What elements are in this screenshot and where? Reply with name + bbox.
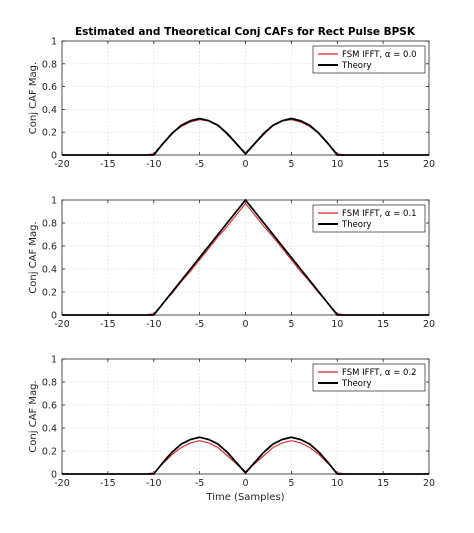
y-tick-label: 1: [51, 196, 57, 207]
series-theory-line: [62, 436, 429, 475]
x-tick-label: -15: [100, 478, 116, 489]
y-tick-label: 0: [51, 151, 57, 162]
y-axis-label: Conj CAF Mag.: [28, 221, 39, 293]
x-tick-label: -15: [100, 159, 116, 170]
x-tick-label: -10: [146, 478, 162, 489]
x-tick-label: 0: [242, 478, 248, 489]
x-tick-label: 5: [288, 319, 294, 330]
x-tick-label: -15: [100, 319, 116, 330]
y-tick-label: 0.8: [42, 219, 57, 230]
legend-entry-label: FSM IFFT, α = 0.1: [342, 209, 417, 219]
y-tick-label: 1: [51, 37, 57, 48]
x-tick-label: 10: [331, 478, 343, 489]
y-tick-label: 0.6: [42, 401, 57, 412]
x-tick-label: 20: [423, 319, 435, 330]
x-tick-label: 20: [423, 478, 435, 489]
series-theory-line: [62, 199, 429, 316]
x-tick-label: -5: [195, 478, 204, 489]
subplot-3: -20 -15 -10 -5 0 5 10 15 20 0 0.2 0.4 0.6 0.8 1 Conj CA…: [28, 355, 435, 504]
subplot-2: -20 -15 -10 -5 0 5 10 15 20 0 0.2 0.4 0.6 0.8 1 Conj CA…: [28, 196, 435, 331]
x-tick-label: 5: [288, 159, 294, 170]
y-tick-label: 0.8: [42, 378, 57, 389]
x-tick-label: -5: [195, 159, 204, 170]
x-axis-label: Time (Samples): [205, 492, 284, 503]
y-tick-label: 0.2: [42, 288, 57, 299]
y-tick-label: 1: [51, 355, 57, 366]
legend-box: [312, 45, 426, 74]
y-tick-label: 0.4: [42, 424, 57, 435]
series-theory-line: [62, 117, 429, 156]
x-tick-label: 0: [242, 159, 248, 170]
y-tick-label: 0.4: [42, 105, 57, 116]
x-tick-label: 15: [377, 319, 389, 330]
x-tick-label: -20: [54, 159, 70, 170]
y-tick-label: 0.6: [42, 242, 57, 253]
figure-title: Estimated and Theoretical Conj CAFs for …: [75, 26, 416, 38]
x-tick-label: 10: [331, 319, 343, 330]
y-tick-label: 0.4: [42, 265, 57, 276]
legend-entry-label: Theory: [341, 220, 372, 230]
y-tick-label: 0.2: [42, 447, 57, 458]
legend-box: [312, 363, 426, 392]
legend-box: [312, 204, 426, 233]
x-tick-label: 20: [423, 159, 435, 170]
y-tick-label: 0.8: [42, 59, 57, 70]
x-tick-label: 5: [288, 478, 294, 489]
y-tick-label: 0: [51, 470, 57, 481]
y-tick-label: 0: [51, 311, 57, 322]
y-tick-label: 0.6: [42, 82, 57, 93]
x-tick-label: -10: [146, 319, 162, 330]
legend-entry-label: FSM IFFT, α = 0.0: [342, 50, 417, 60]
y-axis-label: Conj CAF Mag.: [28, 62, 39, 134]
x-tick-label: -20: [54, 319, 70, 330]
legend-entry-label: Theory: [341, 61, 372, 71]
x-tick-label: 10: [331, 159, 343, 170]
legend-entry-label: Theory: [341, 379, 372, 389]
x-tick-label: 0: [242, 319, 248, 330]
x-tick-label: -5: [195, 319, 204, 330]
y-axis-label: Conj CAF Mag.: [28, 380, 39, 452]
x-tick-label: -20: [54, 478, 70, 489]
x-tick-label: 15: [377, 478, 389, 489]
legend-entry-label: FSM IFFT, α = 0.2: [342, 368, 417, 378]
x-tick-label: -10: [146, 159, 162, 170]
y-tick-label: 0.2: [42, 128, 57, 139]
x-tick-label: 15: [377, 159, 389, 170]
subplot-1: -20 -15 -10 -5 0 5 10 15 20 0 0.2 0.4 0.6 0.8 1 Conj CA…: [28, 37, 435, 171]
